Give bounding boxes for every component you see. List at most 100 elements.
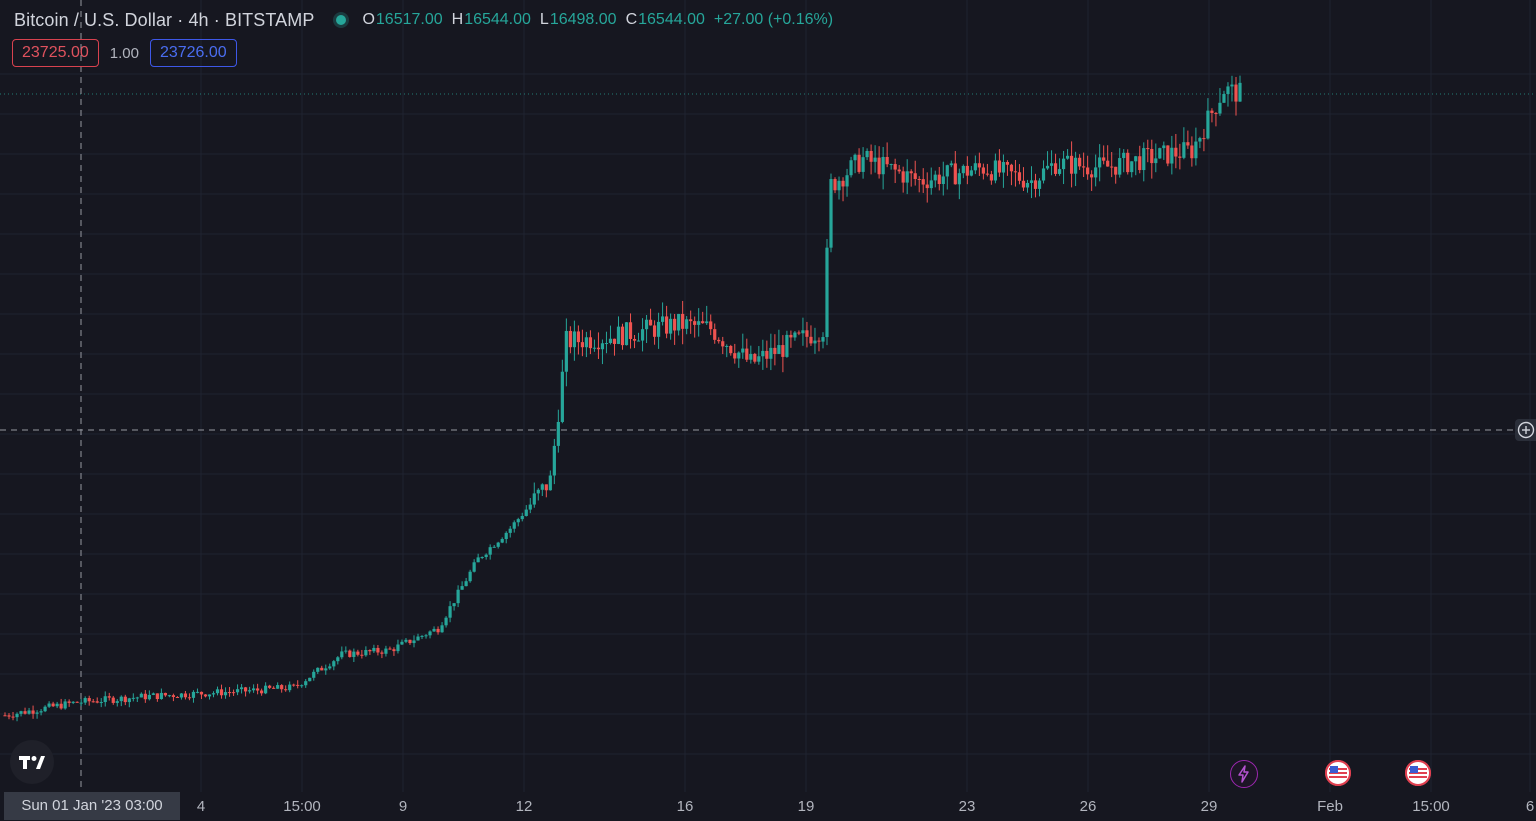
symbol-title[interactable]: Bitcoin / U.S. Dollar · 4h · BITSTAMP: [14, 9, 315, 30]
candle: [917, 176, 921, 193]
candle: [857, 148, 861, 174]
candle-body: [941, 176, 945, 184]
candle-body: [1158, 148, 1162, 159]
candle-body: [119, 696, 123, 702]
candle-body: [1094, 167, 1098, 178]
candle: [580, 329, 585, 357]
candle: [268, 684, 272, 689]
candle-body: [640, 329, 645, 341]
candle-body: [195, 691, 200, 693]
candle-body: [484, 554, 488, 558]
candle-body: [660, 316, 665, 322]
candle-body: [284, 689, 288, 691]
candle: [1174, 133, 1178, 169]
candle-body: [989, 174, 993, 181]
us-flag-event-icon-2[interactable]: [1405, 760, 1431, 786]
candle: [989, 170, 993, 185]
buy-button[interactable]: 23726.00: [149, 39, 237, 67]
candle: [592, 339, 597, 352]
candle-body: [556, 421, 560, 446]
candle: [568, 326, 572, 354]
candle: [624, 322, 629, 346]
candle-body: [1021, 180, 1026, 188]
candle: [139, 692, 143, 698]
candle-body: [1198, 138, 1202, 142]
candle: [869, 144, 873, 175]
candle: [400, 639, 404, 645]
candle-body: [408, 639, 412, 644]
candle: [420, 635, 424, 640]
candle: [921, 168, 925, 193]
add-alert-button[interactable]: [1515, 419, 1536, 441]
candle: [697, 308, 701, 337]
candle-body: [753, 353, 757, 362]
candle-body: [973, 163, 977, 171]
candle-body: [288, 684, 292, 691]
us-flag-event-icon[interactable]: [1325, 760, 1351, 786]
candle: [11, 712, 15, 721]
candle: [741, 333, 745, 359]
tradingview-logo[interactable]: [10, 740, 54, 784]
candle: [260, 688, 264, 696]
us-flag-icon: [1325, 760, 1351, 786]
candle-body: [239, 687, 244, 690]
candle-body: [1238, 82, 1242, 102]
candle: [548, 470, 552, 491]
candle-body: [953, 163, 957, 185]
candle: [1098, 144, 1102, 182]
candle-body: [608, 338, 613, 344]
candle-body: [1162, 145, 1166, 149]
candle-body: [572, 331, 576, 348]
sell-button[interactable]: 23725.00: [12, 39, 99, 67]
candle: [753, 352, 757, 364]
candle-body: [247, 690, 252, 692]
candle-body: [476, 557, 480, 563]
candle-body: [857, 154, 861, 172]
candle-body: [1057, 169, 1062, 174]
candle: [829, 173, 833, 253]
candle: [556, 409, 560, 453]
candle: [821, 332, 825, 349]
candle-body: [697, 321, 701, 325]
candle: [885, 142, 889, 168]
candle-body: [985, 173, 989, 175]
candle: [247, 686, 252, 694]
candle-body: [636, 340, 641, 342]
candle-body: [1142, 148, 1146, 171]
candle-body: [107, 696, 111, 698]
candle: [336, 656, 340, 665]
candle-body: [243, 687, 248, 692]
candle: [223, 687, 228, 699]
candle: [127, 697, 131, 708]
candle: [717, 337, 721, 344]
lightning-event-icon[interactable]: [1230, 760, 1258, 788]
candle-body: [789, 334, 793, 338]
candle-body: [127, 698, 131, 703]
candle-body: [39, 711, 43, 713]
candle-body: [376, 647, 380, 653]
candle: [1041, 160, 1046, 184]
candle: [897, 164, 901, 174]
candle-body: [99, 702, 103, 704]
candle-body: [400, 641, 404, 645]
candle-body: [79, 702, 83, 704]
candle-body: [328, 666, 332, 669]
candle-body: [1230, 84, 1234, 87]
candle: [1082, 152, 1086, 178]
candle-body: [821, 337, 825, 342]
candle: [705, 305, 709, 325]
candle-body: [308, 677, 312, 682]
candle: [252, 684, 256, 693]
candle: [159, 688, 163, 700]
candle: [1065, 149, 1070, 160]
candle-body: [957, 173, 961, 185]
candle: [612, 338, 617, 356]
candle: [761, 339, 765, 370]
candle: [665, 305, 669, 339]
candle-body: [568, 330, 572, 348]
candle: [308, 677, 312, 682]
candle-body: [817, 340, 821, 342]
time-axis-label: Feb: [1317, 798, 1343, 815]
